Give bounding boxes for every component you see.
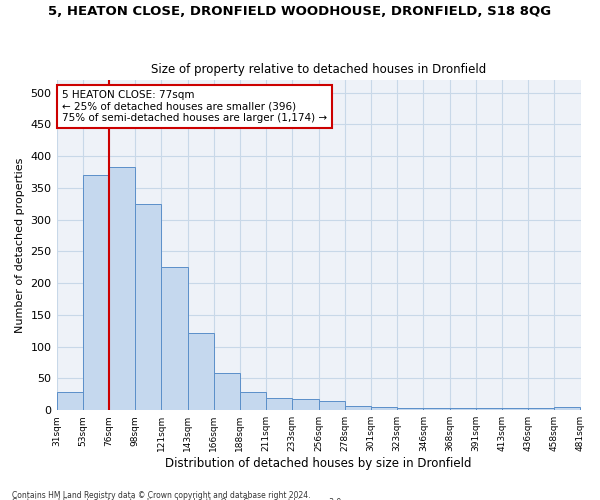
Bar xyxy=(345,406,371,410)
Bar xyxy=(214,374,240,410)
Bar xyxy=(319,402,345,410)
Bar xyxy=(424,408,449,410)
X-axis label: Distribution of detached houses by size in Dronfield: Distribution of detached houses by size … xyxy=(165,457,472,470)
Bar xyxy=(449,408,476,410)
Bar xyxy=(83,175,109,410)
Bar xyxy=(56,392,83,410)
Bar xyxy=(528,408,554,410)
Bar xyxy=(109,167,135,410)
Title: Size of property relative to detached houses in Dronfield: Size of property relative to detached ho… xyxy=(151,63,486,76)
Bar xyxy=(502,408,528,410)
Text: Contains HM Land Registry data © Crown copyright and database right 2024.: Contains HM Land Registry data © Crown c… xyxy=(12,490,311,500)
Bar xyxy=(292,399,319,410)
Bar xyxy=(240,392,266,410)
Bar xyxy=(554,407,580,410)
Text: 5 HEATON CLOSE: 77sqm
← 25% of detached houses are smaller (396)
75% of semi-det: 5 HEATON CLOSE: 77sqm ← 25% of detached … xyxy=(62,90,327,123)
Text: Contains public sector information licensed under the Open Government Licence v3: Contains public sector information licen… xyxy=(12,498,344,500)
Bar xyxy=(371,407,397,410)
Bar xyxy=(188,334,214,410)
Bar xyxy=(397,408,424,410)
Bar xyxy=(135,204,161,410)
Y-axis label: Number of detached properties: Number of detached properties xyxy=(15,158,25,333)
Bar xyxy=(161,268,188,410)
Text: 5, HEATON CLOSE, DRONFIELD WOODHOUSE, DRONFIELD, S18 8QG: 5, HEATON CLOSE, DRONFIELD WOODHOUSE, DR… xyxy=(49,5,551,18)
Bar xyxy=(476,408,502,410)
Bar xyxy=(266,398,292,410)
